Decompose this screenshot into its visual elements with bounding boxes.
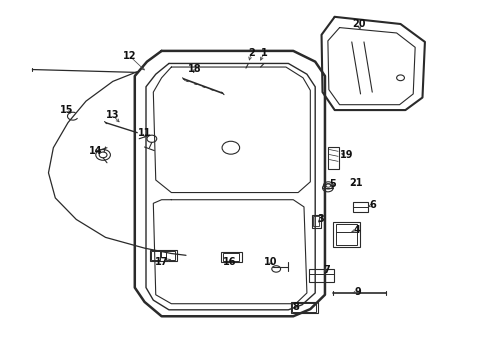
Text: 3: 3	[317, 215, 323, 224]
Bar	[166, 251, 175, 260]
Bar	[335, 224, 356, 244]
Text: 4: 4	[352, 225, 359, 235]
Text: 16: 16	[223, 257, 236, 267]
Bar	[151, 251, 160, 260]
Bar	[150, 250, 176, 261]
Bar	[313, 216, 319, 226]
Text: 5: 5	[328, 179, 335, 189]
Text: 13: 13	[106, 111, 120, 121]
Text: 19: 19	[340, 150, 353, 160]
Bar	[328, 147, 338, 168]
Bar	[290, 302, 317, 314]
Bar	[221, 252, 241, 262]
Text: 1: 1	[260, 48, 267, 58]
Text: 21: 21	[348, 178, 362, 188]
Bar	[311, 215, 320, 228]
Text: 11: 11	[138, 129, 151, 138]
Text: 12: 12	[123, 51, 136, 61]
Text: 15: 15	[60, 105, 73, 115]
Text: 10: 10	[264, 257, 277, 267]
Text: 2: 2	[247, 48, 254, 58]
Text: 8: 8	[292, 302, 299, 312]
Text: 7: 7	[323, 265, 329, 275]
Bar	[160, 251, 166, 257]
Bar	[308, 269, 333, 282]
Text: 18: 18	[187, 64, 201, 74]
Bar	[223, 253, 239, 261]
Bar	[292, 303, 315, 312]
Bar	[352, 202, 367, 212]
Text: 6: 6	[368, 200, 375, 210]
Text: 17: 17	[155, 257, 168, 267]
Bar	[332, 222, 359, 247]
Text: 20: 20	[352, 19, 365, 29]
Text: 14: 14	[89, 146, 102, 156]
Text: 9: 9	[353, 287, 360, 297]
